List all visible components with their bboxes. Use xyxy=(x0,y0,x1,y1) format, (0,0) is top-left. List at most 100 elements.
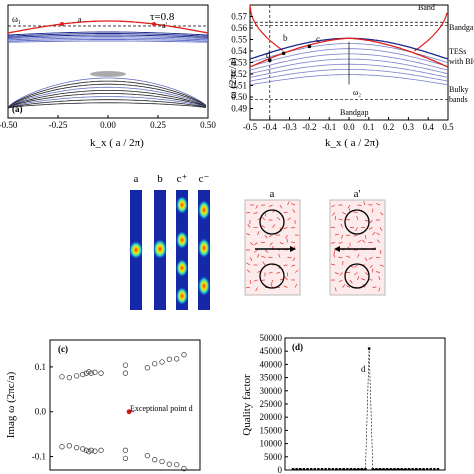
field-vector xyxy=(357,204,362,206)
field-vector xyxy=(353,211,358,213)
axes-frame-bottom-left xyxy=(49,339,201,471)
field-vector xyxy=(349,279,353,284)
y-ticks-bottom-right: 0 5000 10000 15000 20000 25000 30000 35000 40000… xyxy=(260,333,288,474)
field-vector xyxy=(264,212,267,217)
imag-omega-point xyxy=(66,443,72,449)
field-vector xyxy=(361,239,366,243)
imag-omega-point xyxy=(144,453,151,459)
imag-omega-point xyxy=(174,356,180,362)
y-tick-label: 45000 xyxy=(260,346,283,356)
imag-omega-point xyxy=(98,447,104,453)
field-vector xyxy=(257,231,260,236)
quality-factor-point xyxy=(422,468,425,471)
annotation-omega2: ω₂ xyxy=(353,88,361,97)
imag-omega-point xyxy=(122,362,129,368)
quality-factor-point xyxy=(353,468,356,471)
y-tick-label: -0.1 xyxy=(32,452,46,462)
point-label-a-prime-top: a' xyxy=(162,21,168,30)
quality-factor-point xyxy=(404,468,407,471)
field-vector xyxy=(271,279,273,284)
quality-factor-point xyxy=(309,468,313,471)
exceptional-point-label: Exceptional point d xyxy=(130,404,193,413)
field-vector xyxy=(261,216,266,221)
bulk-band-curve xyxy=(7,80,207,109)
point-a-prime-marker xyxy=(152,22,156,26)
vector-label-a-prime: a' xyxy=(354,188,361,200)
field-vector xyxy=(249,257,253,262)
bulk-band-curve xyxy=(7,93,207,109)
degenerate-region xyxy=(90,71,126,77)
field-vector xyxy=(345,219,351,221)
annotation-tess: TESs xyxy=(449,47,466,56)
field-vector xyxy=(338,279,343,283)
imag-omega-points xyxy=(59,352,187,472)
y-tick-label: 0.56 xyxy=(231,23,247,33)
field-vector xyxy=(246,269,251,273)
x-tick-label: 0.00 xyxy=(100,120,116,130)
x-tick-label: 0.3 xyxy=(403,122,415,132)
field-vector xyxy=(378,287,381,292)
field-vector xyxy=(369,264,373,269)
imag-omega-point xyxy=(152,457,158,463)
imag-omega-point xyxy=(73,444,80,451)
quality-factor-point xyxy=(400,468,403,471)
y-tick-label: 5000 xyxy=(264,452,283,462)
point-label-d-top: d xyxy=(266,50,271,60)
imag-omega-point xyxy=(80,446,86,452)
x-tick-label: 0.5 xyxy=(442,122,454,132)
field-vector xyxy=(353,234,358,237)
field-vector xyxy=(257,253,260,258)
field-vector xyxy=(331,212,336,216)
imag-omega-point xyxy=(88,447,94,453)
red-band-curve xyxy=(7,20,209,34)
vector-field-a-prime xyxy=(329,199,386,296)
field-vector xyxy=(287,217,292,221)
field-vector xyxy=(368,257,373,260)
field-vector xyxy=(333,249,336,254)
point-label-a-top: a xyxy=(78,15,82,24)
y-tick-label: 50000 xyxy=(260,333,283,343)
state-point-marker xyxy=(281,51,286,56)
field-vector xyxy=(364,272,369,276)
quality-factor-point xyxy=(317,468,320,471)
field-vector xyxy=(334,272,339,275)
quality-factor-point xyxy=(386,468,389,471)
band-curves-top-right xyxy=(249,4,449,120)
y-tick-label: 35000 xyxy=(260,373,283,383)
quality-factor-point xyxy=(320,468,324,471)
field-vector xyxy=(346,255,351,258)
imag-omega-point xyxy=(92,448,98,454)
panel-label-a: (a) xyxy=(12,104,23,114)
annotation-bandgap-top: Bandgap xyxy=(449,23,474,32)
annotation-bulky: Bulky xyxy=(449,85,469,94)
axes-frame-bottom-right xyxy=(284,337,446,471)
omega1-label-top: ω₁ xyxy=(12,14,21,24)
imag-omega-point xyxy=(59,444,65,450)
quality-factor-point xyxy=(425,468,429,471)
strip-label-a: a xyxy=(134,173,139,185)
field-vector xyxy=(364,219,369,222)
imag-omega-point xyxy=(59,374,65,380)
field-vector xyxy=(286,238,288,243)
blue-band-curve xyxy=(7,37,209,41)
field-vector xyxy=(357,253,360,258)
quality-factor-point xyxy=(407,468,411,471)
strip-label-b: b xyxy=(157,173,163,185)
imag-omega-point xyxy=(166,356,173,362)
imag-omega-point xyxy=(166,461,173,467)
field-vector xyxy=(283,285,288,288)
imag-omega-point xyxy=(152,361,158,367)
strip-label-c-plus: c⁺ xyxy=(177,173,188,185)
quality-factor-point xyxy=(291,468,295,471)
field-vector xyxy=(270,283,273,288)
x-ticks-top-left: -0.50 -0.25 0.00 0.25 0.50 xyxy=(0,115,216,130)
quality-factor-point xyxy=(389,468,393,471)
field-vector xyxy=(283,227,288,230)
x-tick-label: -0.3 xyxy=(282,122,297,132)
quality-factor-point xyxy=(302,468,306,471)
field-vector xyxy=(272,224,276,228)
field-vector xyxy=(342,260,344,266)
y-tick-label: 0.51 xyxy=(231,81,247,91)
quality-factor-point xyxy=(433,468,436,471)
field-vector xyxy=(254,249,258,253)
